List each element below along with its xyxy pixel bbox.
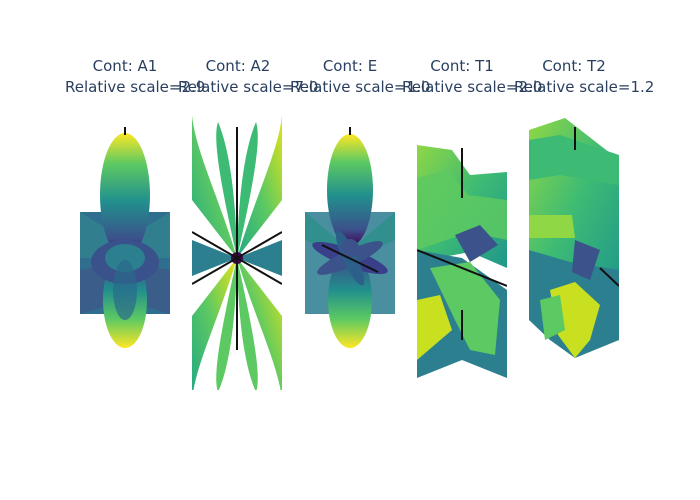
panel-scale: Relative scale=2.9 bbox=[65, 78, 206, 96]
panel-name: Cont: T2 bbox=[542, 57, 606, 75]
panel-name: Cont: E bbox=[322, 57, 378, 75]
panel-title-t2: Cont: T2 Relative scale=1.2 bbox=[514, 56, 655, 98]
panel-title-a1: Cont: A1 Relative scale=2.9 bbox=[65, 56, 206, 98]
surface-e bbox=[305, 127, 395, 348]
panel-scale: Relative scale=1.0 bbox=[290, 78, 431, 96]
panel-title-t1: Cont: T1 Relative scale=2.0 bbox=[402, 56, 543, 98]
surface-t2 bbox=[529, 118, 619, 358]
panel-name: Cont: T1 bbox=[430, 57, 494, 75]
panel-title-a2: Cont: A2 Relative scale=7.0 bbox=[178, 56, 319, 98]
panel-scale: Relative scale=7.0 bbox=[178, 78, 319, 96]
panel-name: Cont: A2 bbox=[205, 57, 271, 75]
surface-a1 bbox=[80, 127, 170, 348]
panel-scale: Relative scale=1.2 bbox=[514, 78, 655, 96]
panel-title-e: Cont: E Relative scale=1.0 bbox=[290, 56, 431, 98]
surface-t1 bbox=[417, 145, 507, 378]
surface-a2 bbox=[192, 115, 282, 390]
panel-name: Cont: A1 bbox=[92, 57, 158, 75]
panel-scale: Relative scale=2.0 bbox=[402, 78, 543, 96]
